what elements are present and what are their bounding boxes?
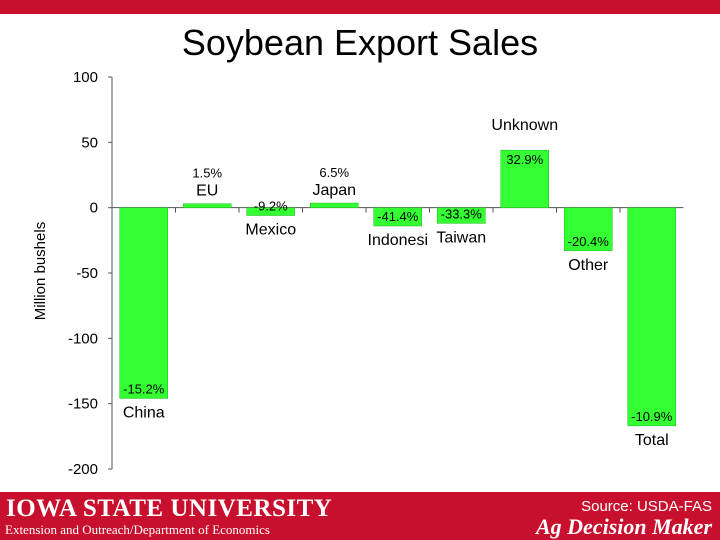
category-label: Other xyxy=(568,257,609,274)
bar-taiwan xyxy=(437,207,486,224)
y-tick-label: -100 xyxy=(68,330,98,347)
bar-other xyxy=(564,207,613,252)
university-logo-text: IOWA STATE UNIVERSITY xyxy=(6,495,333,522)
category-label: China xyxy=(123,404,165,421)
category-label: Total xyxy=(635,432,669,449)
bar-indonesia xyxy=(373,207,422,227)
category-label: Mexico xyxy=(245,222,296,239)
y-tick-label: -150 xyxy=(68,396,98,413)
category-label: Taiwan xyxy=(436,229,486,246)
bar-percent-label: -10.9% xyxy=(631,409,673,424)
bar-percent-label: 32.9% xyxy=(506,152,543,167)
bar-percent-label: -33.3% xyxy=(441,206,483,221)
category-label: Indonesi xyxy=(368,232,429,249)
y-tick-label: 0 xyxy=(90,200,98,217)
category-label: EU xyxy=(196,183,218,200)
bar-percent-label: -41.4% xyxy=(377,209,419,224)
bars: -15.2% China 1.5% EU -9.2% Mexico 6.5% Japan -41… xyxy=(119,117,676,449)
bar-china xyxy=(119,207,168,399)
source-text: Source: USDA-FAS xyxy=(581,498,712,515)
top-bar xyxy=(0,0,720,14)
bar-percent-label: -9.2% xyxy=(254,199,288,214)
bar-unknown xyxy=(500,149,549,208)
category-label: Japan xyxy=(312,182,356,199)
bar-eu xyxy=(183,203,232,208)
y-tick-label: -200 xyxy=(68,461,98,478)
y-tick-label: 100 xyxy=(73,69,98,86)
bar-japan xyxy=(310,202,359,208)
department-text: Extension and Outreach/Department of Eco… xyxy=(5,522,270,537)
brand-text: Ag Decision Maker xyxy=(536,514,712,539)
bar-mexico xyxy=(246,207,295,216)
category-label: Unknown xyxy=(491,117,558,134)
y-axis-label: Million bushels xyxy=(32,222,49,320)
y-tick-label: 50 xyxy=(81,134,98,151)
bar-percent-label: 6.5% xyxy=(319,165,349,180)
bar-percent-label: -20.4% xyxy=(568,234,610,249)
chart-title: Soybean Export Sales xyxy=(181,22,539,63)
footer-bar xyxy=(0,492,720,540)
bar-total xyxy=(627,207,676,427)
y-tick-label: -50 xyxy=(76,265,98,282)
bar-percent-label: 1.5% xyxy=(192,166,222,181)
bar-percent-label: -15.2% xyxy=(123,381,165,396)
